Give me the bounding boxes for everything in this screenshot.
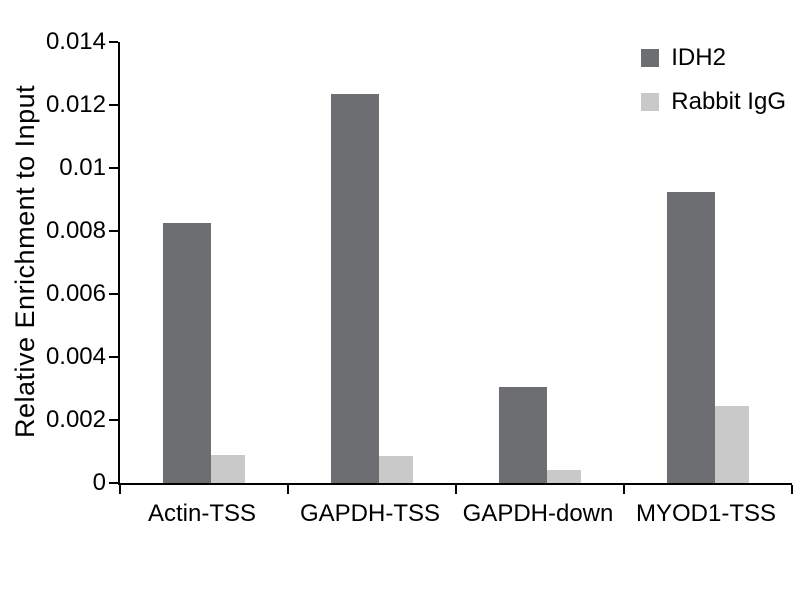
bar-rabbit-igg-gapdh-down bbox=[547, 470, 581, 483]
bar-group-gapdh-down bbox=[456, 42, 624, 483]
legend-item-idh2: IDH2 bbox=[641, 44, 786, 72]
legend-swatch-rabbit-igg bbox=[641, 93, 660, 111]
legend: IDH2 Rabbit IgG bbox=[641, 44, 786, 116]
bar-rabbit-igg-gapdh-tss bbox=[379, 456, 413, 483]
x-category-label-gapdh-tss: GAPDH-TSS bbox=[299, 500, 440, 527]
y-tick-label: 0.002 bbox=[45, 406, 106, 433]
legend-label-rabbit-igg: Rabbit IgG bbox=[671, 88, 786, 115]
x-tick-mark bbox=[455, 485, 457, 494]
x-tick-mark bbox=[791, 485, 793, 494]
y-tick-label: 0.008 bbox=[45, 217, 106, 244]
y-tick-label: 0.006 bbox=[45, 280, 106, 307]
bar-rabbit-igg-myod1-tss bbox=[715, 405, 749, 483]
y-tick-label: 0.004 bbox=[45, 343, 106, 370]
bar-group-actin-tss bbox=[120, 42, 288, 483]
y-tick-mark bbox=[109, 167, 118, 169]
x-axis-category-labels: Actin-TSS GAPDH-TSS GAPDH-down MYOD1-TSS bbox=[118, 500, 790, 528]
y-tick-label: 0.014 bbox=[45, 28, 106, 55]
bar-idh2-gapdh-down bbox=[499, 386, 547, 483]
y-tick-mark bbox=[109, 356, 118, 359]
y-tick-mark bbox=[109, 104, 118, 106]
plot-area: IDH2 Rabbit IgG 0 0.002 0.004 0.006 0.008 0.0… bbox=[46, 28, 793, 496]
x-category-label-actin-tss: Actin-TSS bbox=[147, 500, 257, 527]
x-tick-mark bbox=[119, 485, 121, 494]
bar-rabbit-igg-actin-tss bbox=[211, 454, 245, 483]
legend-item-rabbit-igg: Rabbit IgG bbox=[641, 88, 786, 116]
y-axis-title: Relative Enrichment to Input bbox=[10, 84, 40, 439]
y-tick-label: 0.012 bbox=[45, 91, 106, 118]
bar-idh2-myod1-tss bbox=[667, 191, 715, 483]
y-tick-mark bbox=[109, 293, 118, 295]
bar-idh2-gapdh-tss bbox=[331, 93, 379, 483]
legend-label-idh2: IDH2 bbox=[671, 44, 726, 71]
y-tick-mark bbox=[109, 419, 118, 422]
x-category-label-myod1-tss: MYOD1-TSS bbox=[635, 500, 776, 527]
y-tick-mark bbox=[109, 41, 118, 43]
legend-swatch-idh2 bbox=[641, 49, 660, 67]
bar-group-myod1-tss bbox=[624, 42, 792, 483]
x-tick-mark bbox=[287, 485, 289, 494]
bar-group-gapdh-tss bbox=[288, 42, 456, 483]
y-tick-label: 0.01 bbox=[59, 154, 106, 181]
x-tick-mark bbox=[623, 485, 625, 494]
x-category-label-gapdh-down: GAPDH-down bbox=[462, 500, 614, 527]
y-tick-label: 0 bbox=[92, 469, 106, 496]
y-tick-mark bbox=[109, 230, 118, 233]
y-tick-mark bbox=[109, 482, 118, 484]
bar-idh2-actin-tss bbox=[163, 223, 211, 483]
